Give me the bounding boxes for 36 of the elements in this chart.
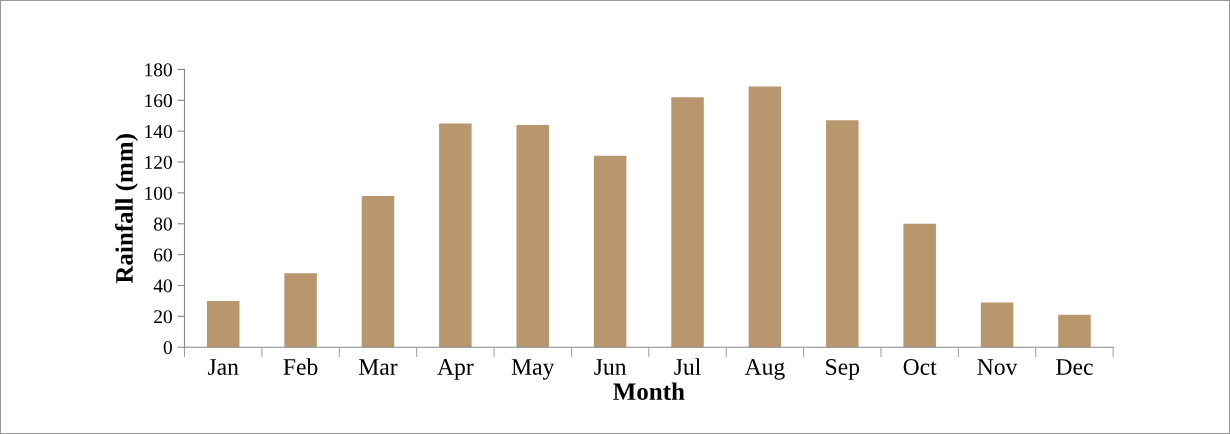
bar	[206, 300, 240, 348]
y-tick-label: 140	[145, 124, 172, 139]
bar	[980, 302, 1014, 348]
x-tick-label: Jan	[207, 359, 239, 375]
bar	[284, 273, 317, 348]
y-tick-label: 60	[154, 248, 172, 262]
y-axis-title: Rainfall (mm)	[115, 134, 138, 284]
x-tick-label: Aug	[744, 359, 785, 380]
y-tick-label: 40	[153, 279, 172, 293]
x-tick-label: Mar	[358, 359, 398, 375]
x-tick-label: Nov	[977, 359, 1018, 375]
x-tick-label: Oct	[903, 359, 937, 375]
bar	[361, 195, 395, 348]
bar	[671, 97, 704, 348]
y-tick-label: 100	[145, 186, 172, 200]
y-tick-label: 80	[153, 217, 172, 231]
y-tick-label: 120	[145, 155, 172, 169]
x-tick-label: Apr	[437, 359, 474, 380]
y-tick-label: 20	[154, 310, 172, 324]
bar	[903, 223, 936, 348]
x-axis-title: Month	[613, 382, 685, 401]
x-tick-label: May	[511, 359, 555, 380]
y-tick-label: 160	[145, 94, 172, 108]
y-tick-label: 0	[163, 341, 172, 355]
bar	[439, 123, 472, 348]
x-tick-label: Dec	[1056, 359, 1093, 375]
bar	[748, 86, 782, 348]
bar	[1058, 314, 1091, 348]
y-tick-label: 180	[145, 63, 172, 77]
x-tick-label: Feb	[283, 358, 318, 375]
bar	[826, 120, 859, 348]
bar	[593, 155, 627, 348]
x-tick-label: Jun	[594, 359, 627, 375]
bar	[516, 124, 549, 348]
x-tick-label: Jul	[674, 358, 701, 375]
x-tick-label: Sep	[826, 359, 860, 380]
